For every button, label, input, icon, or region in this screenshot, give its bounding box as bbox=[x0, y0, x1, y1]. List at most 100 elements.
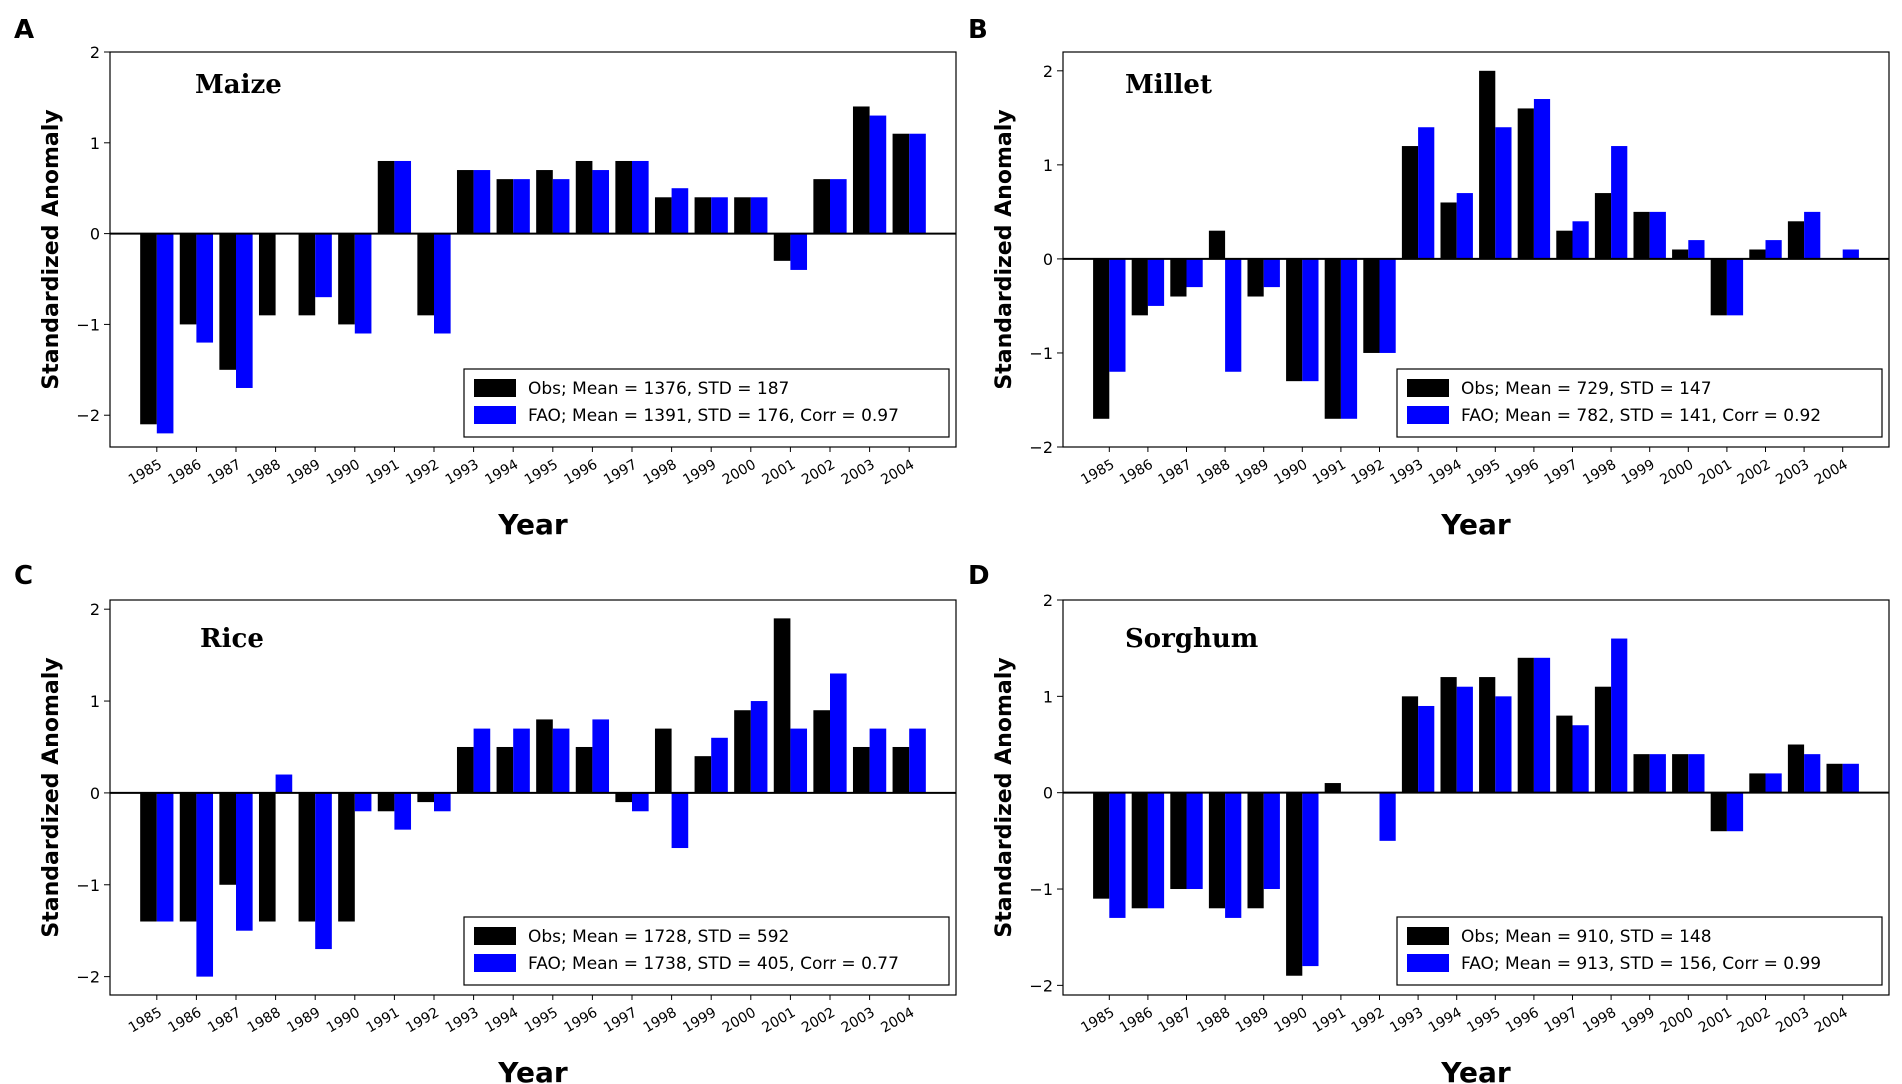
x-tick-label: 1988 bbox=[245, 1005, 284, 1037]
x-tick-label: 1994 bbox=[1426, 1005, 1465, 1037]
bar-fao-2001 bbox=[790, 233, 808, 270]
bar-obs-1994 bbox=[496, 746, 514, 793]
bar-fao-1986 bbox=[1147, 258, 1165, 306]
bar-obs-1985 bbox=[1093, 258, 1110, 419]
bar-fao-2003 bbox=[869, 728, 887, 793]
bar-obs-2000 bbox=[734, 710, 751, 793]
chart-title: Maize bbox=[195, 70, 282, 100]
x-tick-label: 1992 bbox=[1349, 457, 1388, 489]
bar-obs-1995 bbox=[1479, 70, 1496, 259]
chart-title: Sorghum bbox=[1125, 624, 1258, 654]
legend-swatch-fao bbox=[1407, 954, 1449, 972]
bar-fao-1998 bbox=[1611, 638, 1628, 793]
x-tick-label: 1985 bbox=[126, 457, 165, 489]
bar-obs-1989 bbox=[298, 233, 316, 316]
y-axis-label: Standardized Anomaly bbox=[39, 109, 64, 389]
bar-fao-1989 bbox=[1263, 258, 1280, 288]
bar-obs-2003 bbox=[1787, 744, 1805, 793]
x-tick-label: 1993 bbox=[443, 457, 482, 489]
bar-fao-2002 bbox=[1765, 240, 1782, 259]
bar-obs-1996 bbox=[1517, 108, 1534, 259]
bar-fao-1993 bbox=[1418, 705, 1435, 793]
bar-obs-1999 bbox=[1633, 754, 1650, 793]
bar-obs-1991 bbox=[1324, 258, 1341, 419]
x-axis-label: Year bbox=[497, 508, 568, 541]
bar-fao-2004 bbox=[909, 728, 926, 793]
legend-swatch-obs bbox=[474, 379, 516, 397]
bar-fao-1990 bbox=[354, 792, 372, 812]
bar-fao-1997 bbox=[1572, 725, 1589, 793]
bar-fao-1995 bbox=[1495, 696, 1512, 793]
legend-swatch-obs bbox=[1407, 927, 1449, 945]
bar-obs-1989 bbox=[298, 792, 316, 922]
bar-obs-1998 bbox=[1594, 193, 1612, 259]
y-tick-label: −2 bbox=[76, 968, 100, 987]
panel-letter: D bbox=[968, 561, 990, 591]
bar-obs-2002 bbox=[813, 710, 830, 793]
bar-obs-1996 bbox=[575, 160, 593, 234]
y-tick-label: 2 bbox=[1043, 591, 1053, 610]
bar-fao-1985 bbox=[156, 792, 174, 922]
legend-swatch-obs bbox=[474, 927, 516, 945]
panel-letter: A bbox=[14, 15, 34, 45]
bar-obs-2004 bbox=[892, 746, 910, 793]
x-tick-label: 1996 bbox=[1503, 457, 1542, 489]
x-tick-label: 2003 bbox=[839, 457, 878, 489]
bar-obs-1991 bbox=[377, 792, 395, 812]
bar-fao-1992 bbox=[434, 233, 451, 334]
bar-fao-2000 bbox=[750, 197, 768, 234]
x-tick-label: 1989 bbox=[284, 457, 323, 489]
bar-fao-2003 bbox=[1804, 211, 1821, 259]
x-tick-label: 1987 bbox=[1156, 457, 1195, 489]
bar-obs-2002 bbox=[1749, 773, 1766, 793]
bar-obs-1996 bbox=[575, 746, 593, 793]
plot-frame bbox=[109, 51, 957, 448]
bar-obs-1988 bbox=[1208, 230, 1226, 259]
bar-fao-1998 bbox=[671, 188, 689, 234]
bar-fao-1986 bbox=[1147, 792, 1165, 909]
x-tick-label: 1999 bbox=[1619, 1005, 1658, 1037]
bar-obs-1990 bbox=[338, 233, 355, 325]
bar-fao-1998 bbox=[1611, 146, 1628, 259]
bar-fao-1999 bbox=[1649, 211, 1666, 259]
bar-fao-1991 bbox=[394, 792, 412, 830]
bar-obs-1998 bbox=[654, 728, 672, 793]
y-tick-label: −1 bbox=[1029, 344, 1053, 363]
bar-fao-1994 bbox=[513, 179, 530, 234]
bar-obs-1997 bbox=[615, 792, 632, 803]
bar-obs-1998 bbox=[1594, 686, 1612, 793]
bar-fao-1994 bbox=[1456, 193, 1473, 259]
x-tick-label: 1989 bbox=[1233, 457, 1272, 489]
x-tick-label: 1991 bbox=[1310, 457, 1349, 489]
x-tick-label: 1996 bbox=[1503, 1005, 1542, 1037]
bar-fao-1991 bbox=[394, 160, 412, 234]
x-tick-label: 1987 bbox=[1156, 1005, 1195, 1037]
bar-fao-1993 bbox=[473, 728, 491, 793]
x-tick-label: 2003 bbox=[839, 1005, 878, 1037]
legend-swatch-fao bbox=[1407, 406, 1449, 424]
y-tick-label: −2 bbox=[1029, 976, 1053, 995]
bar-obs-1999 bbox=[694, 197, 712, 234]
bar-obs-1987 bbox=[219, 792, 236, 885]
bar-obs-2004 bbox=[1826, 763, 1843, 793]
x-tick-label: 1998 bbox=[1580, 1005, 1619, 1037]
x-tick-label: 1988 bbox=[1194, 457, 1233, 489]
bar-fao-1998 bbox=[671, 792, 689, 849]
bar-obs-1993 bbox=[456, 746, 474, 793]
bar-obs-2003 bbox=[852, 746, 870, 793]
x-tick-label: 1992 bbox=[1349, 1005, 1388, 1037]
y-tick-label: 2 bbox=[90, 43, 100, 62]
bar-obs-2001 bbox=[1710, 258, 1727, 316]
bar-obs-2000 bbox=[1672, 249, 1689, 259]
x-tick-label: 1995 bbox=[522, 457, 561, 489]
bar-fao-1995 bbox=[552, 179, 570, 234]
legend-label-obs: Obs; Mean = 1728, STD = 592 bbox=[528, 927, 789, 947]
bar-obs-1988 bbox=[1208, 792, 1226, 909]
bar-fao-1997 bbox=[632, 792, 649, 812]
y-tick-label: 2 bbox=[1043, 62, 1053, 81]
bar-fao-1989 bbox=[1263, 792, 1280, 890]
bar-obs-1994 bbox=[1440, 677, 1457, 793]
legend-box bbox=[1396, 368, 1883, 438]
legend: Obs; Mean = 1376, STD = 187 FAO; Mean = 1… bbox=[463, 368, 950, 438]
